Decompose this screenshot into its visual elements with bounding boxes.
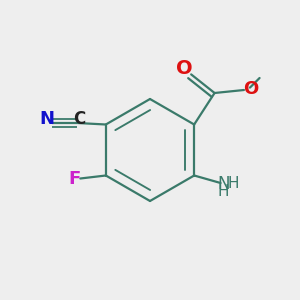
Text: H: H [218,184,229,200]
Text: O: O [176,59,193,79]
Text: O: O [243,80,258,98]
Text: F: F [68,169,80,188]
Text: N: N [217,175,230,193]
Text: H: H [227,176,239,190]
Text: C: C [73,110,85,128]
Text: N: N [39,110,54,128]
